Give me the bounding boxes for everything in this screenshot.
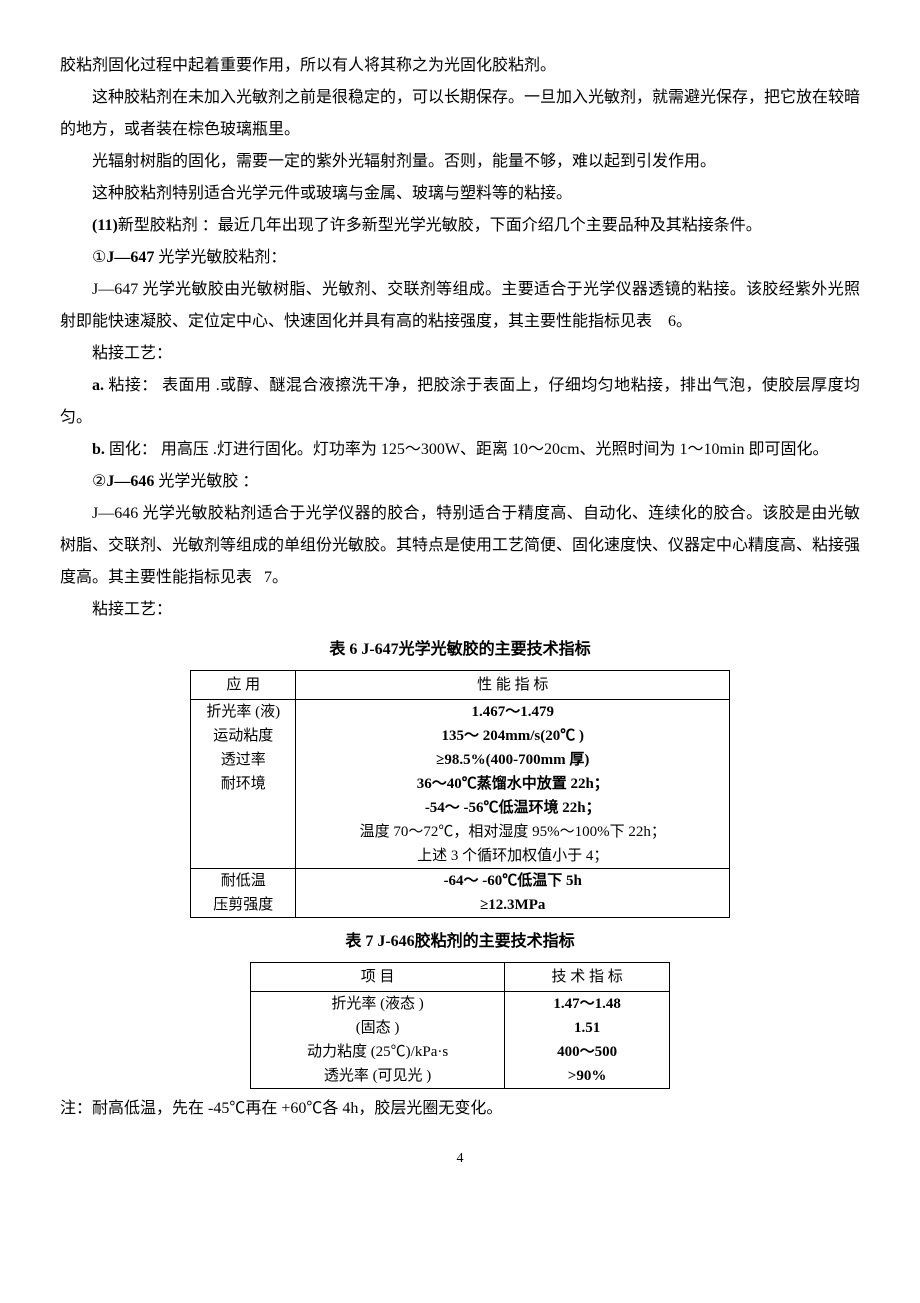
table-7-title: 表 7 J-646胶粘剂的主要技术指标: [60, 926, 860, 958]
text: 。: [272, 569, 288, 586]
text: J—646 光学光敏胶粘剂适合于光学仪器的胶合，特别适合于精度高、自动化、连续化…: [60, 505, 860, 586]
table-row: 应 用 性 能 指 标: [191, 671, 730, 700]
paragraph: b. 固化： 用高压 .灯进行固化。灯功率为 125～300W、距离 10～20…: [60, 434, 860, 466]
paragraph: 胶粘剂固化过程中起着重要作用，所以有人将其称之为光固化胶粘剂。: [60, 50, 860, 82]
table-header: 应 用: [191, 671, 296, 700]
table-6-title: 表 6 J-647光学光敏胶的主要技术指标: [60, 634, 860, 666]
item-label: b.: [92, 441, 105, 458]
table-cell: 折光率 (液态 ) (固态 ) 动力粘度 (25℃)/kPa·s 透光率 (可见…: [251, 992, 505, 1089]
paragraph: 粘接工艺：: [60, 594, 860, 626]
text: 光学光敏胶 ：: [154, 473, 258, 490]
text: 光学光敏胶粘剂：: [154, 249, 286, 266]
text: J—647 光学光敏胶由光敏树脂、光敏剂、交联剂等组成。主要适合于光学仪器透镜的…: [60, 281, 860, 330]
page-number: 4: [60, 1145, 860, 1173]
text: 6: [668, 313, 676, 330]
paragraph: 这种胶粘剂在未加入光敏剂之前是很稳定的，可以长期保存。一旦加入光敏剂，就需避光保…: [60, 82, 860, 146]
paragraph: J—647 光学光敏胶由光敏树脂、光敏剂、交联剂等组成。主要适合于光学仪器透镜的…: [60, 274, 860, 338]
footnote: 注：耐高低温，先在 -45℃再在 +60℃各 4h，胶层光圈无变化。: [60, 1093, 860, 1125]
table-cell: 折光率 (液) 运动粘度 透过率 耐环境: [191, 700, 296, 869]
item-label: ①①J—647J—647: [92, 249, 154, 266]
text: 7: [264, 569, 272, 586]
table-7: 项 目 技 术 指 标 折光率 (液态 ) (固态 ) 动力粘度 (25℃)/k…: [250, 962, 670, 1089]
table-cell: 1.467～1.479 135～ 204mm/s(20℃ ) ≥98.5%(40…: [296, 700, 730, 869]
table-header: 项 目: [251, 963, 505, 992]
table-6: 应 用 性 能 指 标 折光率 (液) 运动粘度 透过率 耐环境 1.467～1…: [190, 670, 730, 918]
table-cell: 1.47～1.48 1.51 400～500 >90%: [505, 992, 670, 1089]
table-header: 技 术 指 标: [505, 963, 670, 992]
text: 固化： 用高压 .灯进行固化。灯功率为 125～300W、距离 10～20cm、…: [105, 441, 829, 458]
paragraph: a. 粘接： 表面用 .或醇、醚混合液擦洗干净，把胶涂于表面上，仔细均匀地粘接，…: [60, 370, 860, 434]
paragraph: ①①J—647J—647 光学光敏胶粘剂：: [60, 242, 860, 274]
paragraph: 粘接工艺：: [60, 338, 860, 370]
text: 新型胶粘剂 ：最近几年出现了许多新型光学光敏胶，下面介绍几个主要品种及其粘接条件…: [118, 217, 762, 234]
item-number: (11): [92, 217, 118, 234]
table-cell: -64～ -60℃低温下 5h ≥12.3MPa: [296, 869, 730, 918]
table-cell: 耐低温 压剪强度: [191, 869, 296, 918]
paragraph: 这种胶粘剂特别适合光学元件或玻璃与金属、玻璃与塑料等的粘接。: [60, 178, 860, 210]
paragraph: (11)新型胶粘剂 ：最近几年出现了许多新型光学光敏胶，下面介绍几个主要品种及其…: [60, 210, 860, 242]
table-header: 性 能 指 标: [296, 671, 730, 700]
item-label: ②J—646②J—646: [92, 473, 154, 490]
paragraph: 光辐射树脂的固化，需要一定的紫外光辐射剂量。否则，能量不够，难以起到引发作用。: [60, 146, 860, 178]
text: 。: [676, 313, 692, 330]
paragraph: ②J—646②J—646 光学光敏胶 ：: [60, 466, 860, 498]
item-label: a.: [92, 377, 104, 394]
table-row: 项 目 技 术 指 标: [251, 963, 670, 992]
paragraph: J—646 光学光敏胶粘剂适合于光学仪器的胶合，特别适合于精度高、自动化、连续化…: [60, 498, 860, 594]
text: 粘接： 表面用 .或醇、醚混合液擦洗干净，把胶涂于表面上，仔细均匀地粘接，排出气…: [60, 377, 860, 426]
